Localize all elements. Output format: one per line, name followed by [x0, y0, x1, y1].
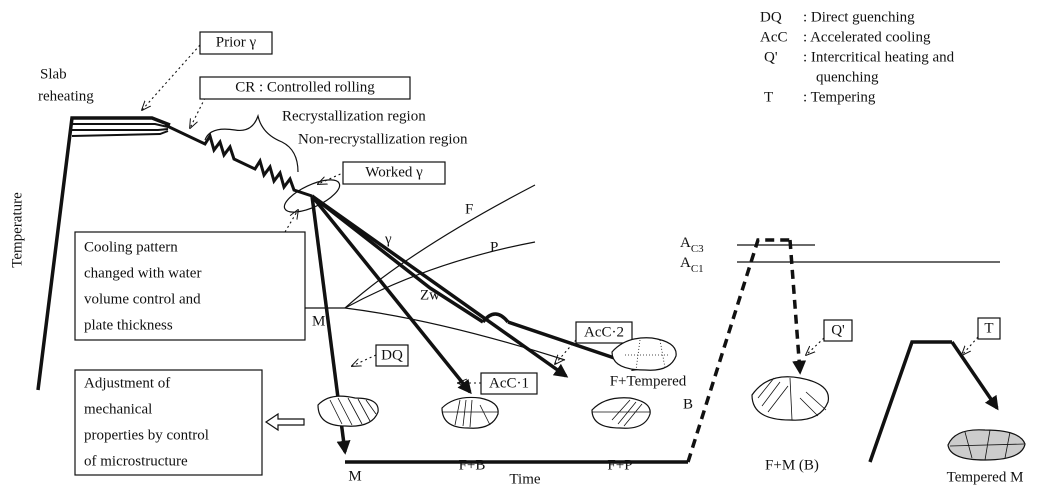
legend-text: : Intercritical heating and — [803, 49, 955, 65]
process-tags-shape — [962, 337, 978, 355]
axis-labels-text: Temperature — [9, 192, 25, 268]
critical-temperatures-text: AC1 — [680, 255, 704, 274]
process-labels-text: Slab — [40, 66, 67, 82]
notes-text: properties by control — [84, 427, 209, 443]
thermal-path-shape — [72, 124, 168, 127]
microstructures-text: F+P — [607, 457, 632, 473]
process-tags-text: AcC·2 — [584, 324, 624, 340]
transformation-curves: γ F P M Zw — [305, 185, 565, 360]
critical-temperatures-text: C1 — [691, 263, 704, 275]
process-labels-shape — [318, 172, 345, 184]
legend-text: Q' — [764, 49, 778, 65]
notes-text: plate thickness — [84, 317, 173, 333]
notes-text: changed with water — [84, 265, 201, 281]
transformation-curves-text: γ — [384, 231, 392, 247]
process-tags-text: T — [984, 320, 993, 336]
process-labels-shape — [190, 98, 205, 128]
legend: DQ : Direct guenching AcC : Accelerated co… — [760, 9, 955, 105]
process-labels-text: reheating — [38, 88, 94, 104]
process-labels-text: Prior γ — [216, 34, 257, 50]
microstructures-shape — [318, 396, 378, 426]
process-labels-text: CR : Controlled rolling — [235, 79, 375, 95]
transformation-curves-text: F — [465, 201, 473, 217]
microstructures-text: F+B — [459, 457, 486, 473]
microstructures-shape — [592, 398, 650, 428]
microstructures-text: Tempered M — [947, 469, 1024, 485]
notes-shape — [266, 414, 304, 430]
notes-text: volume control and — [84, 291, 201, 307]
critical-temperatures-text: AC3 — [680, 235, 704, 254]
legend-text: T — [764, 89, 773, 105]
legend-text: quenching — [816, 69, 879, 85]
notes-text: of microstructure — [84, 453, 188, 469]
process-labels-text: Recrystallization region — [282, 108, 426, 124]
microstructures-text: F+Tempered — [610, 373, 687, 389]
critical-temperatures: AC3 AC1 — [680, 235, 1000, 274]
legend-text: : Direct guenching — [803, 9, 915, 25]
critical-temperatures-text: C3 — [691, 243, 704, 255]
process-tags-shape — [806, 338, 824, 355]
process-labels-text: Worked γ — [365, 164, 423, 180]
notes: Cooling pattern changed with water volum… — [75, 210, 305, 475]
thermal-path-shape — [72, 129, 168, 130]
notes-shape — [285, 210, 298, 232]
process-diagram: DQ : Direct guenching AcC : Accelerated co… — [0, 0, 1050, 490]
notes-text: mechanical — [84, 401, 152, 417]
critical-temperatures-text: A — [680, 235, 691, 251]
thermal-path-shape — [165, 125, 312, 196]
process-labels-shape — [142, 45, 200, 110]
legend-text: DQ — [760, 9, 782, 25]
process-labels: Slab reheating Prior γ CR : Controlled r… — [38, 32, 468, 184]
transformation-curves-text: M — [312, 313, 325, 329]
process-tags-text: AcC·1 — [489, 375, 529, 391]
thermal-path-shape — [952, 342, 997, 408]
thermal-path-shape — [72, 131, 168, 136]
transformation-curves-text: P — [490, 239, 498, 255]
microstructures-text: F+M (B) — [765, 457, 819, 473]
microstructures-text: B — [683, 396, 693, 412]
process-tags-text: Q' — [831, 322, 845, 338]
critical-temperatures-text: A — [680, 255, 691, 271]
transformation-curves-text: Zw — [420, 287, 440, 303]
axis-labels-text: Time — [509, 471, 540, 487]
legend-text: : Accelerated cooling — [803, 29, 931, 45]
legend-text: AcC — [760, 29, 788, 45]
legend-text: : Tempering — [803, 89, 876, 105]
thermal-path-shape — [870, 342, 952, 462]
process-tags-text: DQ — [381, 347, 403, 363]
notes-text: Adjustment of — [84, 375, 170, 391]
notes-text: Cooling pattern — [84, 239, 178, 255]
process-tags-shape — [352, 355, 376, 366]
thermal-path-shape — [790, 240, 800, 372]
page: DQ : Direct guenching AcC : Accelerated co… — [0, 0, 1050, 490]
microstructures-text: M — [348, 468, 361, 484]
process-labels-text: Non-recrystallization region — [298, 131, 468, 147]
transformation-curves-shape — [345, 185, 535, 308]
